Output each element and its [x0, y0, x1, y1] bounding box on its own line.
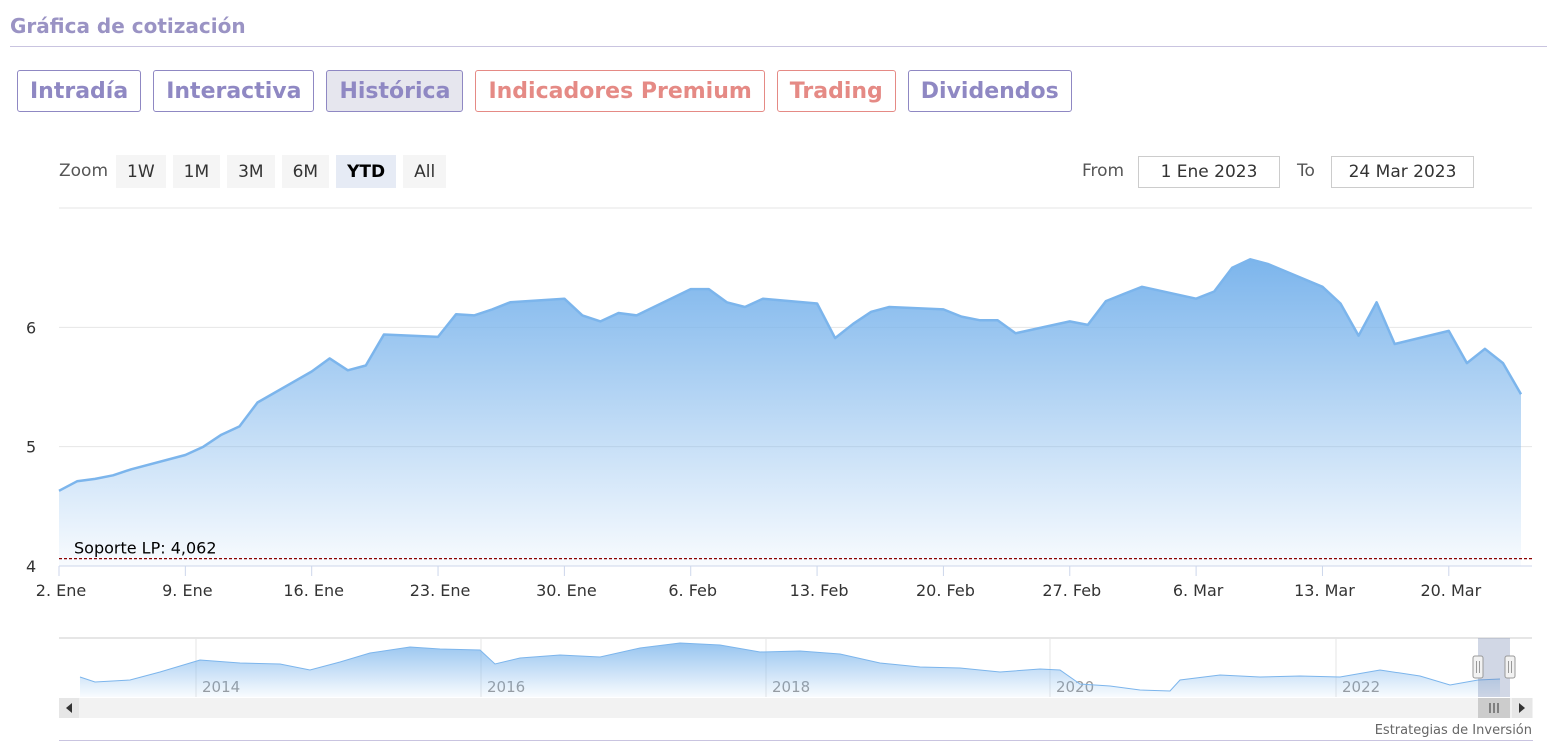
x-tick-label: 16. Ene: [283, 581, 344, 600]
to-date-input[interactable]: 24 Mar 2023: [1331, 156, 1474, 188]
support-label: Soporte LP: 4,062: [74, 539, 217, 558]
arrow-left-icon: [66, 703, 72, 713]
navigator-left-handle[interactable]: [1472, 655, 1484, 679]
price-line: [58, 258, 1523, 492]
from-date-input[interactable]: 1 Ene 2023: [1138, 156, 1280, 188]
scrollbar-track[interactable]: [59, 698, 1533, 718]
tab-intrad-a[interactable]: Intradía: [17, 70, 142, 112]
arrow-right-icon: [1519, 703, 1525, 713]
x-tick-label: 30. Ene: [536, 581, 597, 600]
tab-hist-rica[interactable]: Histórica: [326, 70, 464, 112]
chart-credit: Estrategias de Inversión: [1375, 723, 1532, 738]
x-tick-label: 20. Feb: [916, 581, 975, 600]
tab-trading[interactable]: Trading: [776, 70, 896, 112]
x-tick-label: 13. Mar: [1294, 581, 1355, 600]
x-tick-label: 20. Mar: [1420, 581, 1481, 600]
section-title: Gráfica de cotización: [10, 14, 246, 38]
tab-interactiva[interactable]: Interactiva: [153, 70, 315, 112]
navigator-right-handle[interactable]: [1504, 655, 1516, 679]
x-tick-label: 6. Feb: [668, 581, 717, 600]
navigator-line: [79, 642, 1501, 692]
axes: 4 5 6 2. Ene 9. Ene 16. Ene 23. Ene 30. Ene 6. F…: [26, 318, 1532, 600]
navigator[interactable]: 20142016201820202022: [59, 637, 1533, 718]
x-tick-label: 23. Ene: [410, 581, 471, 600]
tab-dividendos[interactable]: Dividendos: [907, 70, 1072, 112]
y-tick-label: 6: [26, 318, 36, 337]
x-tick-label: 13. Feb: [790, 581, 849, 600]
price-series: [58, 258, 1523, 566]
y-tick-label: 4: [26, 557, 36, 576]
bottom-divider: [59, 740, 1533, 741]
zoom-ytd-button[interactable]: YTD: [336, 155, 397, 188]
price-area-fill: [59, 259, 1521, 566]
zoom-1m-button[interactable]: 1M: [172, 155, 221, 188]
x-tick-label: 6. Mar: [1173, 581, 1224, 600]
title-divider: [10, 46, 1547, 47]
zoom-buttons: 1W 1M 3M 6M YTD All: [116, 155, 447, 188]
to-label: To: [1297, 161, 1315, 181]
navigator-area: [80, 643, 1500, 697]
zoom-6m-button[interactable]: 6M: [281, 155, 330, 188]
x-tick-label: 9. Ene: [162, 581, 212, 600]
zoom-label: Zoom: [59, 161, 109, 181]
tab-indicadores-premium[interactable]: Indicadores Premium: [475, 70, 765, 112]
zoom-all-button[interactable]: All: [403, 155, 447, 188]
x-tick-label: 27. Feb: [1042, 581, 1101, 600]
chart-tabs: Intradía Interactiva Histórica Indicadores …: [17, 70, 1072, 112]
zoom-1w-button[interactable]: 1W: [116, 155, 166, 188]
from-label: From: [1082, 161, 1125, 181]
support-annotation: Soporte LP: 4,062: [59, 539, 1532, 560]
x-tick-label: 2. Ene: [36, 581, 86, 600]
y-tick-label: 5: [26, 438, 36, 457]
zoom-3m-button[interactable]: 3M: [227, 155, 275, 188]
